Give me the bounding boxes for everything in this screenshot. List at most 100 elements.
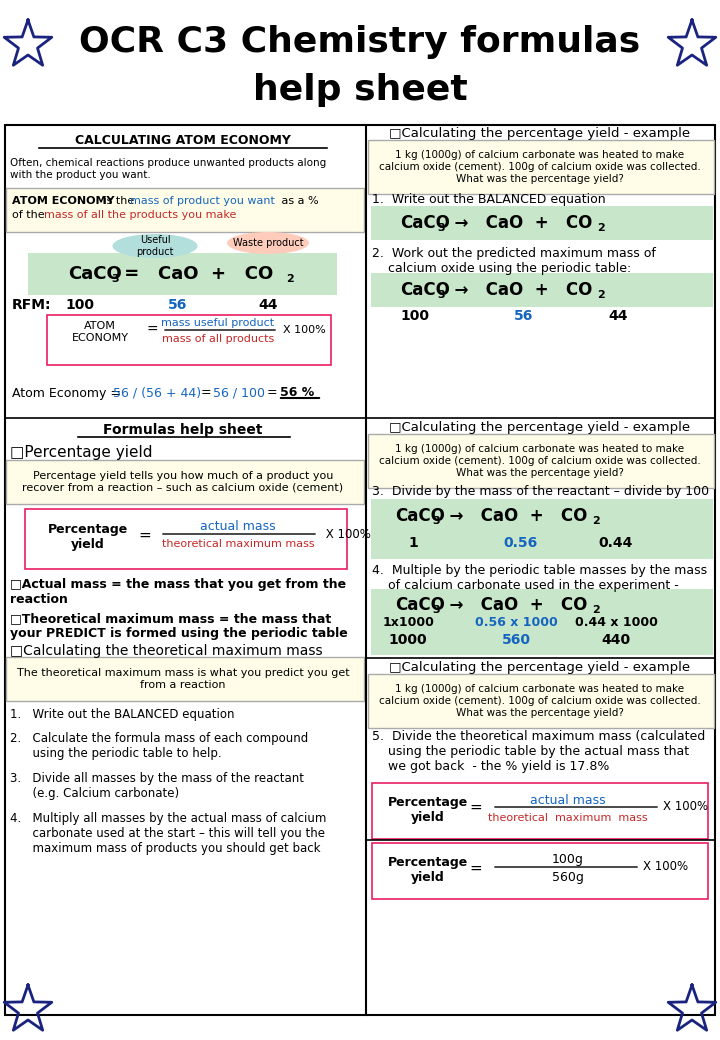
Text: 4.   Multiply all masses by the actual mass of calcium
      carbonate used at t: 4. Multiply all masses by the actual mas… bbox=[10, 812, 326, 855]
FancyBboxPatch shape bbox=[6, 657, 364, 701]
Text: 3: 3 bbox=[432, 605, 440, 615]
Ellipse shape bbox=[112, 234, 197, 258]
Text: Atom Economy =: Atom Economy = bbox=[12, 387, 125, 399]
Text: 56 / 100: 56 / 100 bbox=[213, 387, 265, 399]
FancyBboxPatch shape bbox=[28, 253, 337, 295]
Text: RFM:: RFM: bbox=[12, 298, 52, 312]
FancyBboxPatch shape bbox=[372, 783, 708, 839]
FancyBboxPatch shape bbox=[371, 589, 713, 655]
Text: =: = bbox=[146, 323, 158, 337]
Text: 3: 3 bbox=[432, 516, 440, 526]
Text: 1 kg (1000g) of calcium carbonate was heated to make
calcium oxide (cement). 100: 1 kg (1000g) of calcium carbonate was he… bbox=[379, 684, 701, 718]
Text: □Calculating the percentage yield - example: □Calculating the percentage yield - exam… bbox=[390, 661, 690, 675]
Text: =: = bbox=[469, 800, 482, 814]
Text: CaCO: CaCO bbox=[395, 506, 445, 525]
FancyBboxPatch shape bbox=[368, 434, 714, 488]
Text: The theoretical maximum mass is what you predict you get
from a reaction: The theoretical maximum mass is what you… bbox=[17, 668, 349, 690]
Text: 56: 56 bbox=[514, 309, 534, 323]
Text: actual mass: actual mass bbox=[200, 520, 276, 534]
Text: =: = bbox=[139, 527, 151, 543]
Text: 2: 2 bbox=[592, 516, 600, 526]
Text: Formulas help sheet: Formulas help sheet bbox=[103, 423, 263, 437]
Text: 3.  Divide by the mass of the reactant – divide by 100: 3. Divide by the mass of the reactant – … bbox=[372, 486, 709, 498]
Text: is the: is the bbox=[100, 196, 138, 206]
Text: 100: 100 bbox=[66, 298, 94, 312]
Text: 2.   Calculate the formula mass of each compound
      using the periodic table : 2. Calculate the formula mass of each co… bbox=[10, 732, 308, 760]
Text: 1: 1 bbox=[408, 536, 418, 550]
Text: =   CaO  +   CO: = CaO + CO bbox=[118, 265, 274, 283]
Text: 1x1000: 1x1000 bbox=[382, 616, 434, 628]
Text: CaCO: CaCO bbox=[395, 596, 445, 614]
Text: Waste product: Waste product bbox=[233, 238, 303, 248]
Text: 56 / (56 + 44): 56 / (56 + 44) bbox=[113, 387, 201, 399]
Text: =: = bbox=[469, 860, 482, 876]
Text: as a %: as a % bbox=[278, 196, 319, 206]
Text: 2: 2 bbox=[597, 290, 605, 300]
Text: □Actual mass = the mass that you get from the
reaction: □Actual mass = the mass that you get fro… bbox=[10, 578, 346, 606]
Text: mass of all the products you make: mass of all the products you make bbox=[44, 210, 236, 220]
Text: 0.44 x 1000: 0.44 x 1000 bbox=[575, 616, 657, 628]
Text: Percentage
yield: Percentage yield bbox=[388, 856, 468, 884]
Text: →   CaO  +   CO: → CaO + CO bbox=[438, 506, 588, 525]
Text: 3: 3 bbox=[437, 290, 445, 300]
Text: 2: 2 bbox=[286, 274, 294, 284]
Text: 1000: 1000 bbox=[389, 633, 427, 647]
Text: CaCO: CaCO bbox=[400, 214, 450, 232]
Text: 5.  Divide the theoretical maximum mass (calculated
    using the periodic table: 5. Divide the theoretical maximum mass (… bbox=[372, 730, 706, 773]
Text: 440: 440 bbox=[601, 633, 631, 647]
Text: mass useful product: mass useful product bbox=[161, 318, 274, 328]
Text: Percentage
yield: Percentage yield bbox=[388, 796, 468, 824]
Text: □Theoretical maximum mass = the mass that
your PREDICT is formed using the perio: □Theoretical maximum mass = the mass tha… bbox=[10, 612, 348, 640]
FancyBboxPatch shape bbox=[6, 188, 364, 232]
Text: 1.  Write out the BALANCED equation: 1. Write out the BALANCED equation bbox=[372, 193, 606, 207]
Text: Percentage
yield: Percentage yield bbox=[48, 523, 128, 551]
Text: 0.44: 0.44 bbox=[599, 536, 633, 550]
FancyBboxPatch shape bbox=[25, 509, 347, 569]
Text: X 100%: X 100% bbox=[283, 324, 325, 335]
Text: 2.  Work out the predicted maximum mass of
    calcium oxide using the periodic : 2. Work out the predicted maximum mass o… bbox=[372, 246, 656, 275]
Text: →   CaO  +   CO: → CaO + CO bbox=[443, 214, 593, 232]
Text: actual mass: actual mass bbox=[530, 794, 606, 806]
Text: X 100%: X 100% bbox=[322, 527, 371, 541]
Text: CaCO: CaCO bbox=[68, 265, 122, 283]
Text: ATOM
ECONOMY: ATOM ECONOMY bbox=[71, 321, 128, 343]
Text: X 100%: X 100% bbox=[643, 860, 688, 874]
Text: 56 %: 56 % bbox=[280, 387, 314, 399]
Text: mass of product you want: mass of product you want bbox=[130, 196, 275, 206]
Text: 56: 56 bbox=[168, 298, 188, 312]
Text: 1 kg (1000g) of calcium carbonate was heated to make
calcium oxide (cement). 100: 1 kg (1000g) of calcium carbonate was he… bbox=[379, 151, 701, 184]
Ellipse shape bbox=[227, 232, 309, 254]
FancyBboxPatch shape bbox=[371, 206, 713, 240]
Text: OCR C3 Chemistry formulas: OCR C3 Chemistry formulas bbox=[79, 25, 641, 59]
FancyBboxPatch shape bbox=[6, 460, 364, 504]
Text: CaCO: CaCO bbox=[400, 281, 450, 300]
Text: Often, chemical reactions produce unwanted products along
with the product you w: Often, chemical reactions produce unwant… bbox=[10, 158, 326, 180]
FancyBboxPatch shape bbox=[47, 315, 331, 365]
FancyBboxPatch shape bbox=[371, 499, 713, 560]
Text: 100: 100 bbox=[400, 309, 430, 323]
Text: CALCULATING ATOM ECONOMY: CALCULATING ATOM ECONOMY bbox=[75, 133, 291, 147]
Text: theoretical maximum mass: theoretical maximum mass bbox=[162, 539, 315, 549]
Text: of the: of the bbox=[12, 210, 48, 220]
FancyBboxPatch shape bbox=[371, 272, 713, 307]
FancyBboxPatch shape bbox=[368, 140, 714, 194]
Text: 0.56 x 1000: 0.56 x 1000 bbox=[474, 616, 557, 628]
FancyBboxPatch shape bbox=[5, 125, 715, 1015]
Text: 560g: 560g bbox=[552, 872, 584, 884]
Text: 100g: 100g bbox=[552, 854, 584, 866]
Text: 44: 44 bbox=[258, 298, 278, 312]
Text: □Calculating the percentage yield - example: □Calculating the percentage yield - exam… bbox=[390, 128, 690, 140]
Text: help sheet: help sheet bbox=[253, 73, 467, 107]
Text: □Percentage yield: □Percentage yield bbox=[10, 445, 153, 461]
Text: =: = bbox=[263, 387, 282, 399]
Text: Percentage yield tells you how much of a product you
recover from a reaction – s: Percentage yield tells you how much of a… bbox=[22, 471, 343, 493]
Text: 560: 560 bbox=[502, 633, 531, 647]
Text: 44: 44 bbox=[608, 309, 628, 323]
Text: 1 kg (1000g) of calcium carbonate was heated to make
calcium oxide (cement). 100: 1 kg (1000g) of calcium carbonate was he… bbox=[379, 444, 701, 477]
Text: →   CaO  +   CO: → CaO + CO bbox=[443, 281, 593, 300]
Text: 1.   Write out the BALANCED equation: 1. Write out the BALANCED equation bbox=[10, 708, 235, 721]
Text: →   CaO  +   CO: → CaO + CO bbox=[438, 596, 588, 614]
Text: =: = bbox=[197, 387, 215, 399]
Text: Useful
product: Useful product bbox=[136, 235, 174, 257]
Text: 3: 3 bbox=[437, 223, 445, 233]
